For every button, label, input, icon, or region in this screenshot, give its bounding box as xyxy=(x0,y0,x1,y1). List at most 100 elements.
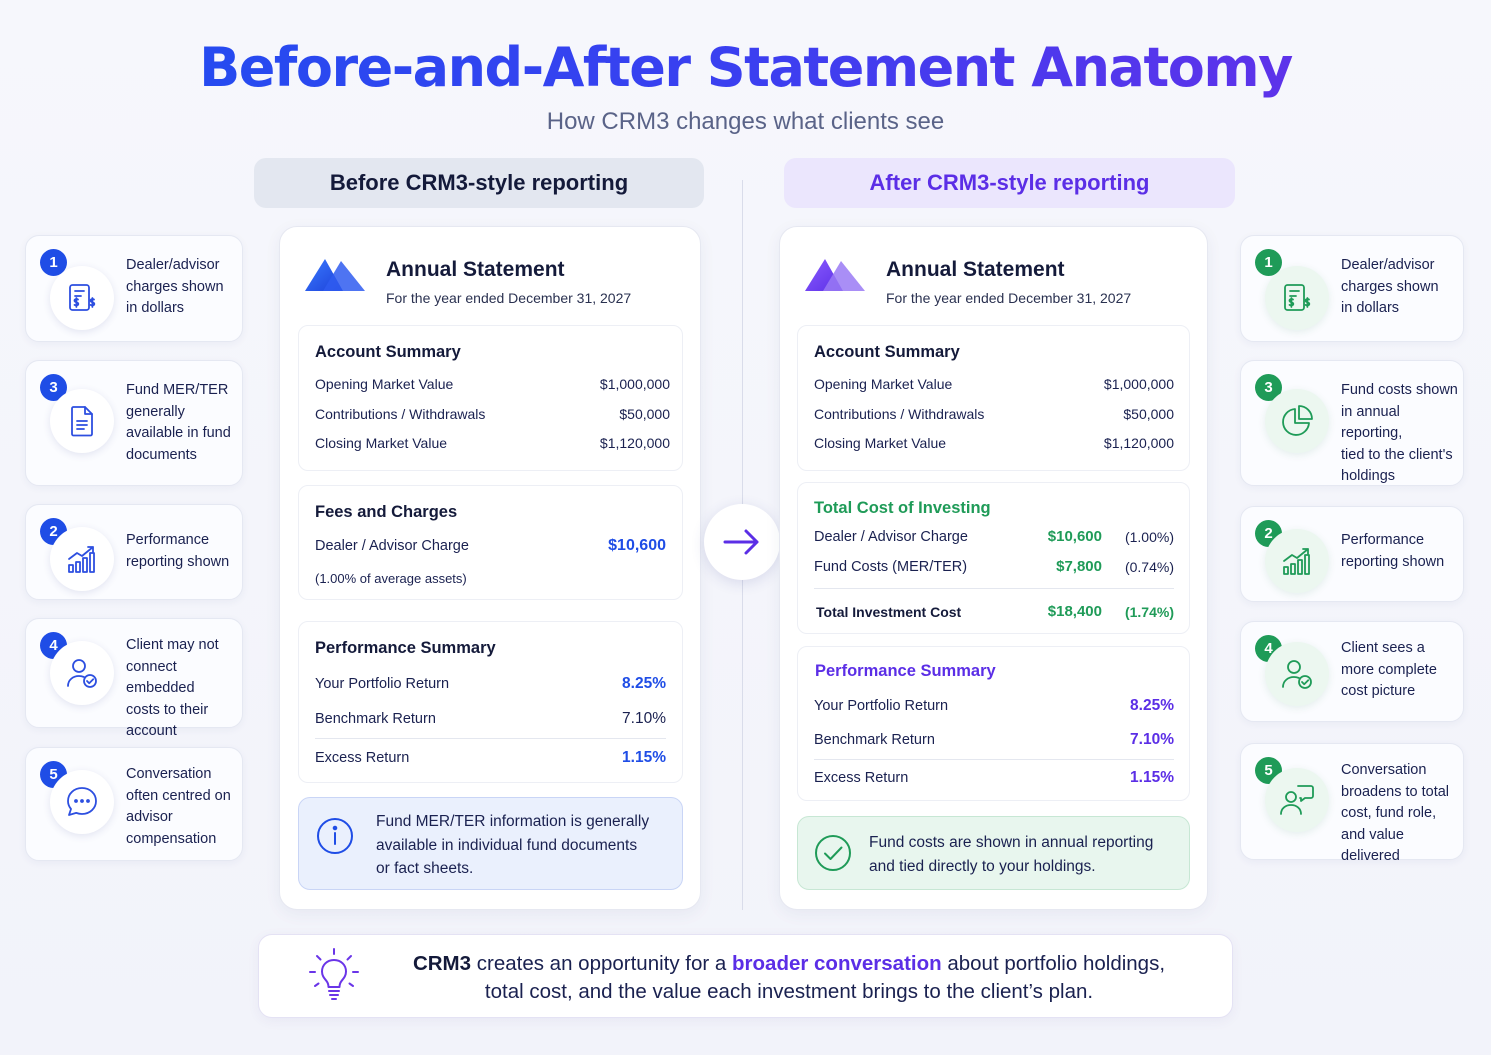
row-label: Excess Return xyxy=(814,770,909,786)
document-dollar-icon xyxy=(1265,266,1329,330)
performance-title: Performance Summary xyxy=(815,662,996,680)
performance-summary-box: Performance Summary Your Portfolio Retur… xyxy=(298,621,683,783)
card-line: cost, fund role, xyxy=(1341,805,1437,821)
row-label: Closing Market Value xyxy=(814,435,947,451)
check-note: Fund costs are shown in annual reporting… xyxy=(797,816,1190,890)
card-line: often centred on xyxy=(126,787,231,804)
total-cost-box: Total Cost of Investing Dealer / Advisor… xyxy=(797,482,1190,634)
card-line: in dollars xyxy=(1341,300,1400,316)
card-line: in dollars xyxy=(126,300,185,316)
chat-bubble-icon xyxy=(50,770,114,834)
card-line: Conversation xyxy=(126,766,212,782)
row-label: Contributions / Withdrawals xyxy=(814,406,985,422)
statement-period: For the year ended December 31, 2027 xyxy=(386,290,632,306)
card-line: charges shown xyxy=(126,278,224,295)
row-label: Benchmark Return xyxy=(814,732,935,748)
row-value: 1.15% xyxy=(622,749,666,766)
row-pct: (1.00%) xyxy=(1124,529,1174,545)
left-card-2: 2 Performance reporting shown xyxy=(25,504,243,600)
footer-highlight: broader conversation xyxy=(732,952,942,975)
footer-line-2: total cost, and the value each investmen… xyxy=(484,980,1094,1003)
row-value: $10,600 xyxy=(1047,528,1102,545)
row-value: $7,800 xyxy=(1056,558,1102,575)
fee-label: Dealer / Advisor Charge xyxy=(315,538,469,554)
before-column-header: Before CRM3-style reporting xyxy=(254,158,704,208)
divider xyxy=(315,738,666,739)
total-pct: (1.74%) xyxy=(1124,604,1174,620)
note-line: or fact sheets. xyxy=(376,860,474,877)
card-line: and value delivered xyxy=(1341,826,1404,865)
card-line: connect embedded xyxy=(126,658,195,697)
note-line: Fund costs are shown in annual reporting xyxy=(869,834,1154,851)
bar-chart-growth-icon xyxy=(50,527,114,591)
divider xyxy=(814,588,1174,589)
row-label: Your Portfolio Return xyxy=(315,676,450,692)
card-line: holdings xyxy=(1341,468,1396,484)
row-label: Fund Costs (MER/TER) xyxy=(814,559,968,575)
row-label: Opening Market Value xyxy=(814,376,953,392)
card-line: generally xyxy=(126,403,185,420)
row-label: Dealer / Advisor Charge xyxy=(814,529,968,545)
footer-callout: CRM3 creates an opportunity for a broade… xyxy=(258,934,1233,1018)
user-check-icon xyxy=(1265,642,1329,706)
card-line: Performance xyxy=(1341,532,1425,548)
after-column-header: After CRM3-style reporting xyxy=(784,158,1235,208)
left-card-1: 1 Dealer/advisor charges shown in dollar… xyxy=(25,235,243,342)
fee-value: $10,600 xyxy=(608,537,666,554)
card-line: Fund MER/TER xyxy=(126,382,229,398)
fees-title: Fees and Charges xyxy=(315,503,458,521)
card-line: in annual reporting, xyxy=(1341,403,1403,442)
right-card-5: 5 Conversation broadens to total cost, f… xyxy=(1240,743,1464,864)
note-line: Fund MER/TER information is generally xyxy=(376,813,650,830)
card-line: cost picture xyxy=(1341,683,1416,699)
info-icon xyxy=(315,816,355,861)
row-value: $1,120,000 xyxy=(1103,435,1174,451)
account-summary-box: Account Summary Opening Market Value $1,… xyxy=(797,325,1190,471)
row-label: Your Portfolio Return xyxy=(814,698,949,714)
row-value: $50,000 xyxy=(1123,406,1174,422)
bar-chart-growth-icon xyxy=(1265,529,1329,593)
card-line: costs to their xyxy=(126,701,209,718)
right-card-1: 1 Dealer/advisor charges shown in dollar… xyxy=(1240,235,1464,342)
row-label: Excess Return xyxy=(315,750,410,766)
card-line: advisor xyxy=(126,809,173,825)
card-line: Conversation xyxy=(1341,762,1427,778)
note-line: and tied directly to your holdings. xyxy=(869,857,1096,875)
card-line: Client may not xyxy=(126,637,219,653)
pie-chart-icon xyxy=(1265,389,1329,453)
total-value: $18,400 xyxy=(1047,603,1102,620)
account-summary-title: Account Summary xyxy=(814,343,960,361)
card-line: available in fund xyxy=(126,425,231,441)
card-line: account xyxy=(126,723,177,739)
row-value: $1,000,000 xyxy=(599,376,670,392)
row-value: 8.25% xyxy=(622,675,666,692)
document-dollar-icon xyxy=(50,266,114,330)
row-label: Contributions / Withdrawals xyxy=(315,406,486,422)
right-card-2: 2 Performance reporting shown xyxy=(1240,506,1464,602)
user-check-icon xyxy=(50,641,114,705)
lightbulb-icon xyxy=(305,946,363,1011)
row-value: 7.10% xyxy=(622,710,666,727)
before-statement-panel: Annual Statement For the year ended Dece… xyxy=(279,226,701,910)
left-card-4: 4 Client may not connect embedded costs … xyxy=(25,618,243,739)
card-line: Dealer/advisor xyxy=(1341,257,1435,273)
right-card-4: 4 Client sees a more complete cost pictu… xyxy=(1240,621,1464,722)
footer-text: creates an opportunity for a xyxy=(471,952,733,975)
page-title: Before-and-After Statement Anatomy xyxy=(0,36,1491,99)
performance-title: Performance Summary xyxy=(315,639,496,657)
left-card-5: 5 Conversation often centred on advisor … xyxy=(25,747,243,861)
row-value: 8.25% xyxy=(1130,697,1174,714)
divider xyxy=(814,759,1174,760)
footer-text: about portfolio holdings, xyxy=(941,952,1166,975)
card-line: reporting shown xyxy=(1341,553,1445,570)
arrow-right-icon xyxy=(704,504,780,580)
card-line: Client sees a xyxy=(1341,640,1425,656)
row-value: $1,000,000 xyxy=(1103,376,1174,392)
card-line: broadens to total xyxy=(1341,783,1450,800)
total-cost-title: Total Cost of Investing xyxy=(814,499,991,517)
account-summary-box: Account Summary Opening Market Value $1,… xyxy=(298,325,683,471)
fee-note: (1.00% of average assets) xyxy=(315,571,467,586)
info-note: Fund MER/TER information is generally av… xyxy=(298,797,683,890)
row-value: $50,000 xyxy=(619,406,670,422)
card-line: more complete xyxy=(1341,661,1437,678)
